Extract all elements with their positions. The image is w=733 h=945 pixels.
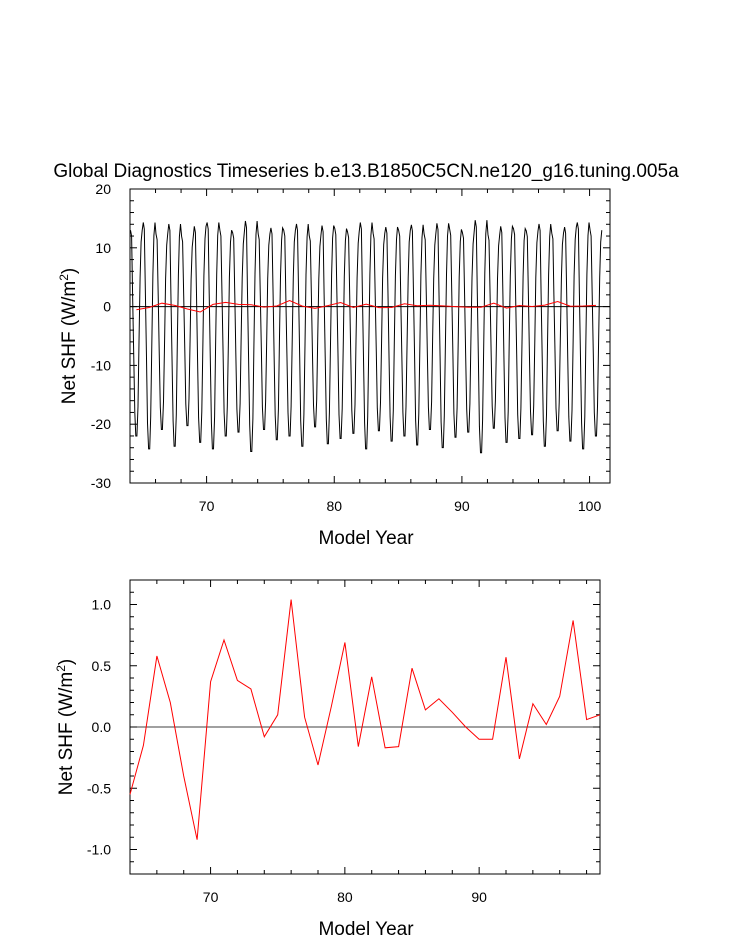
plot-title: Global Diagnostics Timeseries b.e13.B185…	[53, 161, 679, 182]
x-tick-labels: 70 80 90 100	[199, 498, 602, 514]
y-tick-label: 1.0	[92, 597, 112, 613]
x-tick-label: 70	[203, 889, 219, 905]
y-axis-title-sup: 2	[57, 274, 71, 281]
y-tick-label: -1.0	[87, 842, 111, 858]
y-axis-title-main: Net SHF (W/m	[59, 281, 80, 405]
x-tick-label: 70	[199, 498, 215, 514]
series-lines	[130, 220, 603, 454]
x-tick-label: 80	[326, 498, 342, 514]
y-axis-title-main: Net SHF (W/m	[56, 672, 77, 796]
monthly-series-line	[130, 220, 603, 454]
plot-frame	[129, 188, 611, 484]
y-tick-label: 0.0	[92, 719, 112, 735]
x-tick-label: 90	[454, 498, 470, 514]
y-tick-label: -20	[91, 416, 111, 432]
y-tick-label: -0.5	[87, 780, 111, 796]
y-tick-labels: -30 -20 -10 0 10 20	[91, 181, 111, 491]
x-tick-label: 80	[337, 889, 353, 905]
y-axis-title: Net SHF (W/m2)	[54, 659, 77, 796]
y-tick-labels: -1.0 -0.5 0.0 0.5 1.0	[87, 597, 111, 858]
y-tick-label: 20	[95, 181, 111, 197]
y-tick-label: 10	[95, 240, 111, 256]
annual-mean-series-line	[129, 599, 601, 840]
timeseries-monthly-panel: Global Diagnostics Timeseries b.e13.B185…	[53, 161, 679, 549]
y-tick-label: 0.5	[92, 658, 112, 674]
y-tick-label: -30	[91, 475, 111, 491]
y-tick-label: 0	[103, 299, 111, 315]
x-axis-title: Model Year	[318, 528, 414, 549]
y-axis-title-close: )	[59, 268, 80, 274]
y-axis-title-sup: 2	[54, 665, 68, 672]
x-tick-label: 100	[578, 498, 602, 514]
timeseries-annual-panel: -1.0 -0.5 0.0 0.5 1.0 70 80 90 Model Year Net …	[54, 579, 601, 940]
x-axis-title: Model Year	[318, 919, 414, 940]
y-tick-label: -10	[91, 357, 111, 373]
y-axis-title: Net SHF (W/m2)	[57, 268, 80, 405]
x-tick-labels: 70 80 90	[203, 889, 487, 905]
x-tick-label: 90	[471, 889, 487, 905]
series-lines	[129, 599, 601, 840]
annual-mean-series-line	[136, 299, 597, 313]
y-axis-title-close: )	[56, 659, 77, 665]
